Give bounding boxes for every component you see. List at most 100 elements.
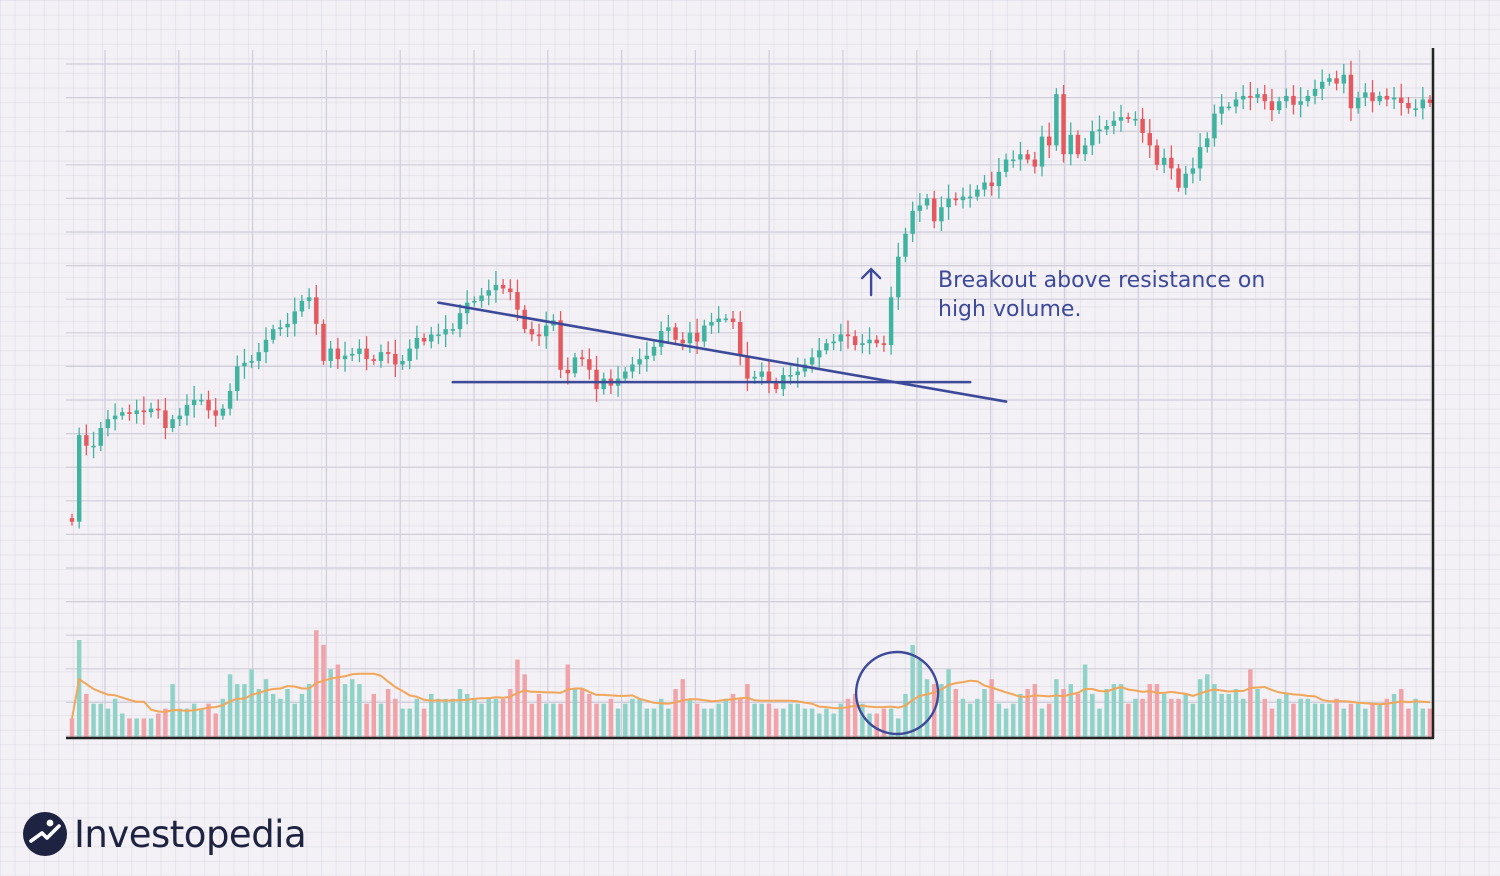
volume-bar xyxy=(76,640,82,738)
volume-bar xyxy=(1319,703,1325,738)
volume-bar xyxy=(996,703,1002,738)
volume-bar xyxy=(809,708,815,738)
volume-bar xyxy=(220,698,226,738)
candle-body xyxy=(953,198,959,201)
volume-bar xyxy=(127,718,132,738)
volume-bar xyxy=(788,703,793,738)
candle-body xyxy=(1154,145,1160,165)
volume-bar xyxy=(694,703,700,738)
volume-bar xyxy=(141,718,147,738)
volume-bar xyxy=(673,689,678,738)
candle-body xyxy=(579,357,585,360)
candle-body xyxy=(709,322,714,326)
volume-bar xyxy=(709,708,714,738)
volume-bar xyxy=(687,698,693,738)
volume-bar xyxy=(630,698,635,738)
volume-bar xyxy=(515,659,520,738)
volume-bar xyxy=(1190,703,1196,738)
candle-body xyxy=(184,405,190,416)
volume-bar xyxy=(213,713,218,738)
volume-bar xyxy=(1384,698,1390,738)
volume-bar xyxy=(112,698,118,738)
volume-bar xyxy=(795,703,800,738)
volume-bar xyxy=(457,689,463,738)
candle-body xyxy=(1355,97,1361,109)
volume-bar xyxy=(1147,684,1153,738)
candle-body xyxy=(651,346,657,356)
volume-bar xyxy=(1032,684,1038,738)
candle-body xyxy=(1406,103,1411,109)
volume-bar xyxy=(120,713,125,738)
volume-bar xyxy=(874,713,879,738)
volume-bar xyxy=(1341,708,1347,738)
breakout-annotation: Breakout above resistance on high volume… xyxy=(938,268,1266,322)
volume-bar xyxy=(1025,689,1030,738)
candle-body xyxy=(967,196,973,199)
volume-bar xyxy=(924,679,930,738)
candle-body xyxy=(1176,168,1181,188)
candle-body xyxy=(199,399,204,402)
volume-bar xyxy=(1240,698,1246,738)
candle-body xyxy=(1118,117,1124,121)
volume-bar xyxy=(1118,684,1124,738)
candle-body xyxy=(730,318,736,323)
volume-bar xyxy=(500,698,506,738)
volume-bar xyxy=(903,693,908,738)
candle-body xyxy=(270,329,276,340)
volume-bar xyxy=(91,703,96,738)
volume-bar xyxy=(450,698,456,738)
investopedia-logo: Investopedia xyxy=(22,806,307,862)
volume-bar xyxy=(486,698,491,738)
volume-bar xyxy=(105,708,111,738)
volume-bar xyxy=(292,703,297,738)
candle-body xyxy=(694,332,700,342)
volume-bar xyxy=(1413,698,1418,738)
candle-body xyxy=(1377,95,1382,102)
candle-body xyxy=(543,325,549,337)
volume-bar xyxy=(572,689,578,738)
candlesticks xyxy=(69,60,1433,529)
volume-bar xyxy=(429,693,434,738)
volume-bar xyxy=(1312,703,1318,738)
volume-bar xyxy=(1082,664,1088,738)
candle-body xyxy=(364,348,369,360)
volume-bar xyxy=(407,708,412,738)
candle-body xyxy=(163,410,168,429)
volume-bar xyxy=(1262,698,1267,738)
volume-bar xyxy=(860,703,865,738)
candle-body xyxy=(1384,95,1390,100)
candle-body xyxy=(314,297,319,324)
volume-bar xyxy=(328,669,333,738)
candle-body xyxy=(1140,118,1145,134)
candle-body xyxy=(120,412,125,416)
resistance-trendline xyxy=(437,301,1008,403)
volume-bar xyxy=(1154,684,1160,738)
volume-bar xyxy=(1046,703,1052,738)
candle-body xyxy=(242,362,247,367)
candle-body xyxy=(773,382,779,390)
candle-body xyxy=(285,323,290,328)
volume-bar xyxy=(852,693,858,738)
volume-bar xyxy=(1363,708,1368,738)
candle-body xyxy=(1363,92,1368,98)
volume-bar xyxy=(479,703,484,738)
candle-body xyxy=(1319,81,1325,89)
candle-body xyxy=(1240,95,1246,100)
volume-bar xyxy=(946,669,951,738)
candle-body xyxy=(1327,78,1332,82)
candle-body xyxy=(500,284,506,289)
candle-body xyxy=(989,182,994,187)
volume-bar xyxy=(1039,708,1045,738)
candle-body xyxy=(867,339,872,344)
candle-body xyxy=(687,332,693,344)
candle-body xyxy=(1018,154,1023,160)
candle-body xyxy=(457,313,463,330)
candle-body xyxy=(493,284,499,291)
candle-body xyxy=(702,325,707,342)
volume-bar xyxy=(163,708,168,738)
candle-body xyxy=(235,366,240,391)
high-volume-highlight-circle xyxy=(854,650,940,736)
volume-bar xyxy=(723,698,729,738)
candle-body xyxy=(1348,74,1354,109)
